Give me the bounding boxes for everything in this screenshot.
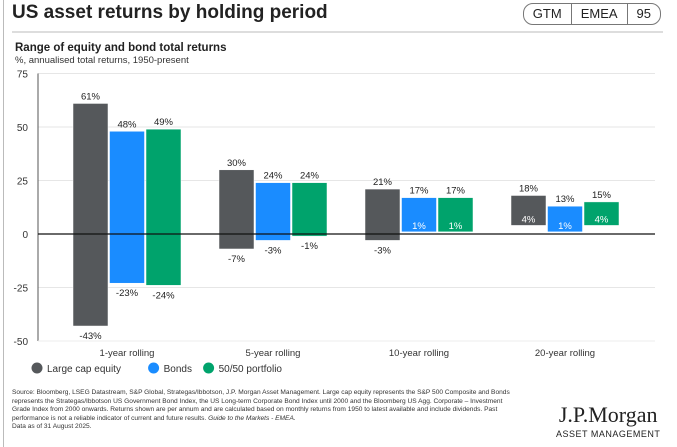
divider [12, 31, 663, 33]
bar-bonds [109, 131, 145, 284]
bar-bonds [547, 205, 583, 233]
bar-50-50-portfolio [145, 128, 182, 286]
bar-50-50-portfolio [291, 182, 328, 237]
legend-label: Large cap equity [47, 364, 121, 375]
logo-text: J.P.Morgan [558, 402, 658, 427]
data-label-min: -1% [301, 241, 318, 252]
legend-marker [31, 362, 43, 374]
data-label-min: 4% [522, 214, 536, 225]
chart: 75 50 25 0 -25 -50 61% -43% 48% -23% 49% -24% 1-year… [14, 70, 655, 375]
data-date: Data as of 31 August 2025. [12, 423, 92, 431]
chart-subtitle: %, annualised total returns, 1950-presen… [15, 55, 189, 66]
y-tick-label: 75 [17, 70, 29, 81]
data-label-min: -3% [265, 245, 282, 256]
y-tick-label: 0 [22, 230, 28, 241]
gtm-badge: GTM EMEA 95 [522, 3, 661, 25]
source-text: Source: Bloomberg, LSEG Datastream, S&P … [12, 389, 510, 422]
source-note: Source: Bloomberg, LSEG Datastream, S&P … [12, 389, 512, 432]
y-tick-label: 50 [17, 123, 29, 134]
chart-title: Range of equity and bond total returns [15, 42, 227, 54]
data-label-min: 1% [412, 221, 426, 232]
page-title: US asset returns by holding period [12, 2, 328, 23]
data-label-min: -7% [228, 254, 245, 265]
data-label-max: 61% [81, 91, 101, 102]
guide-text: Guide to the Markets - EMEA. [208, 414, 296, 422]
badge-page: 95 [626, 4, 660, 24]
data-label-max: 24% [263, 171, 283, 182]
data-label-max: 21% [373, 177, 393, 188]
data-label-max: 15% [592, 190, 612, 201]
bar-large-cap-equity [364, 188, 401, 241]
data-label-max: 48% [117, 119, 137, 130]
badge-region: EMEA [570, 4, 627, 24]
x-category-label: 5-year rolling [246, 348, 301, 359]
logo-subtext: ASSET MANAGEMENT [556, 429, 661, 439]
legend-label: 50/50 portfolio [219, 364, 283, 375]
y-tick-label: -25 [14, 284, 29, 295]
data-label-min: -24% [152, 290, 175, 301]
x-category-label: 20-year rolling [535, 348, 595, 359]
data-label-max: 17% [409, 186, 429, 197]
y-tick-label: 25 [17, 177, 29, 188]
x-category-label: 1-year rolling [100, 348, 155, 359]
data-label-max: 24% [300, 171, 320, 182]
bar-bonds [401, 197, 437, 233]
data-label-max: 30% [227, 158, 247, 169]
legend-marker [148, 362, 160, 374]
y-tick-label: -50 [14, 337, 29, 348]
bar-bonds [255, 182, 291, 241]
bar-large-cap-equity [510, 195, 547, 226]
data-label-max: 17% [446, 186, 466, 197]
bar-large-cap-equity [72, 103, 109, 327]
x-category-label: 10-year rolling [389, 348, 449, 359]
legend-label: Bonds [164, 364, 192, 375]
left-border [3, 0, 4, 447]
legend-marker [203, 362, 215, 374]
badge-gtm: GTM [532, 6, 562, 21]
jpmorgan-logo: J.P.Morgan ASSET MANAGEMENT [556, 402, 660, 439]
data-label-max: 18% [519, 183, 539, 194]
data-label-max: 13% [555, 194, 575, 205]
data-label-max: 49% [154, 117, 174, 128]
data-label-min: 4% [595, 214, 609, 225]
data-label-min: -3% [374, 245, 391, 256]
data-label-min: -23% [116, 288, 139, 299]
data-label-min: 1% [449, 221, 463, 232]
data-label-min: 1% [558, 221, 572, 232]
bar-50-50-portfolio [583, 201, 620, 226]
bar-50-50-portfolio [437, 197, 474, 233]
data-label-min: -43% [79, 331, 102, 342]
bar-large-cap-equity [218, 169, 255, 250]
